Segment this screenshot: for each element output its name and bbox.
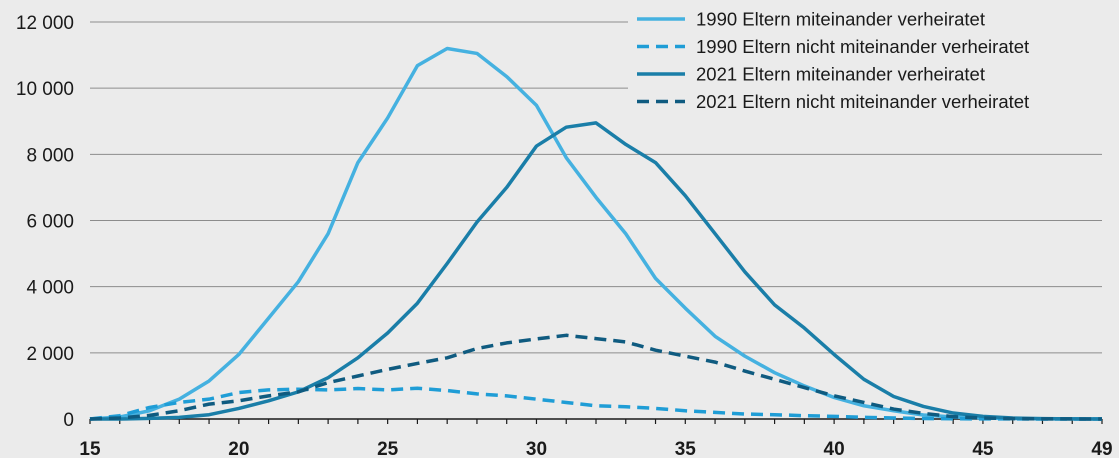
x-tick-label: 30 [526, 439, 547, 458]
legend-label: 1990 Eltern nicht miteinander verheirate… [696, 36, 1029, 57]
x-tick-label: 15 [79, 439, 101, 458]
y-tick-label: 6 000 [26, 212, 74, 233]
series-line-2 [89, 386, 1102, 421]
legend-label: 2021 Eltern nicht miteinander verheirate… [696, 91, 1029, 112]
y-tick-label: 8 000 [26, 145, 74, 166]
series-lines [89, 46, 1103, 421]
legend: 1990 Eltern miteinander verheiratet 1990 … [628, 2, 1111, 115]
legend-label: 2021 Eltern miteinander verheiratet [696, 64, 985, 85]
x-tick-label: 25 [377, 439, 399, 458]
series-line-3 [90, 121, 1103, 421]
legend-label: 1990 Eltern miteinander verheiratet [696, 9, 985, 30]
y-tick-label: 2 000 [26, 344, 74, 365]
x-tick-label: 40 [824, 439, 845, 458]
series-line-4 [89, 333, 1103, 421]
y-tick-label: 12 000 [16, 13, 74, 34]
x-tick-label: 20 [228, 439, 249, 458]
legend-background [628, 2, 1111, 115]
x-tick-label: 45 [972, 439, 994, 458]
y-tick-label: 0 [63, 410, 74, 431]
y-axis-ticks: 0 2 000 4 000 6 000 8 000 10 000 12 000 [16, 13, 74, 431]
x-tick-label: 35 [675, 439, 697, 458]
x-tick-label: 49 [1091, 439, 1112, 458]
y-tick-label: 10 000 [16, 79, 74, 100]
y-tick-label: 4 000 [26, 278, 74, 299]
